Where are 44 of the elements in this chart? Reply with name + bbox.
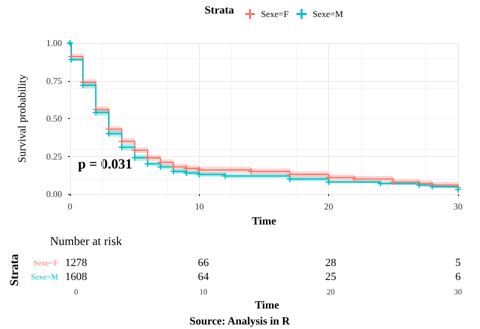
y-tick-label: 0.25 <box>46 151 62 162</box>
x-tick-label: 0 <box>74 288 78 296</box>
data-label: 1608 <box>65 271 88 283</box>
data-label: 1278 <box>65 257 88 269</box>
point <box>118 144 125 150</box>
legend-label: Sexe=M <box>312 9 344 19</box>
y-tick-label: 1.00 <box>46 38 62 48</box>
data-label: 5 <box>455 257 462 269</box>
point <box>118 138 125 144</box>
point <box>80 82 86 88</box>
x-tick-label: 30 <box>454 202 463 212</box>
y-axis-title: Strata <box>7 254 21 286</box>
x-tick-label: 10 <box>194 202 204 212</box>
y-tick-label: Sexe=F <box>34 258 59 268</box>
point <box>196 171 202 178</box>
x-tick-label: 0 <box>68 202 73 212</box>
x-tick-label: 30 <box>454 288 462 296</box>
point <box>144 154 151 161</box>
data-label: 25 <box>325 271 337 283</box>
legend-label: Sexe=F <box>261 9 289 19</box>
point <box>68 56 74 63</box>
y-tick-label: 0.00 <box>46 189 62 200</box>
y-tick-label: Sexe=M <box>30 272 58 282</box>
point <box>132 147 138 154</box>
data-label: 66 <box>198 257 210 269</box>
point <box>222 172 228 179</box>
point <box>390 179 396 186</box>
data-label: 28 <box>325 257 337 269</box>
data-label: 64 <box>198 271 210 283</box>
data-label: 6 <box>455 271 462 283</box>
y-tick-label: 0.75 <box>46 76 62 86</box>
y-axis-title: Survival probability <box>16 74 28 163</box>
point <box>106 130 112 137</box>
x-tick-label: 20 <box>324 202 334 212</box>
x-tick-label: 10 <box>199 288 208 296</box>
y-tick-label: 0.50 <box>46 114 62 124</box>
point <box>326 179 332 186</box>
x-axis-title: Time <box>254 300 280 312</box>
x-tick-label: 20 <box>326 288 335 296</box>
legend-title: Strata <box>204 4 234 16</box>
point <box>132 154 138 161</box>
chart-title: Number at risk <box>50 234 122 248</box>
source-note: Source: Analysis in R <box>190 316 291 328</box>
x-axis-title: Time <box>252 216 276 228</box>
